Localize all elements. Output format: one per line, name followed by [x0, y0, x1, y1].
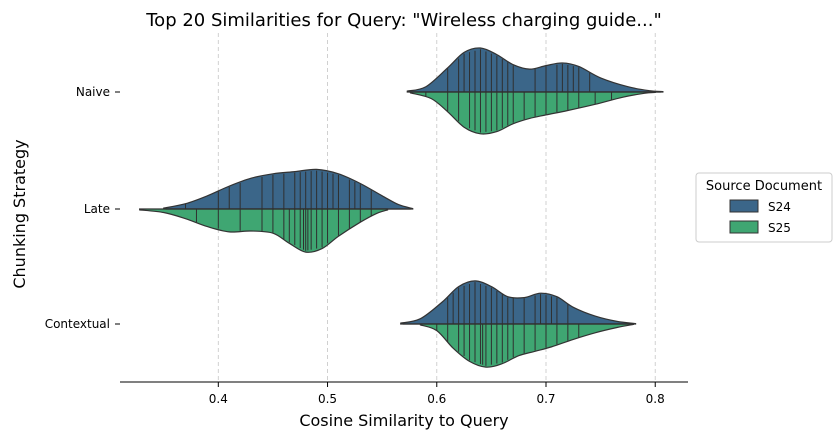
x-tick-label: 0.7 — [536, 392, 555, 406]
legend-label-s24: S24 — [768, 200, 791, 214]
violin-contextual-s25 — [419, 323, 634, 368]
axes: 0.4 0.5 0.6 0.7 0.8 Naive Late Contextual — [45, 85, 688, 406]
legend-swatch-s24 — [729, 199, 759, 213]
chart-title: Top 20 Similarities for Query: "Wireless… — [145, 10, 662, 31]
violin-late-s24 — [163, 168, 414, 210]
legend-swatch-s25 — [729, 220, 759, 234]
x-axis-label: Cosine Similarity to Query — [299, 411, 508, 430]
violin-late-s25 — [139, 208, 389, 253]
y-tick-label: Contextual — [45, 317, 110, 331]
x-tick-label: 0.6 — [427, 392, 446, 406]
legend-title: Source Document — [706, 179, 822, 194]
violin-contextual-s24 — [400, 280, 637, 325]
x-tick-label: 0.8 — [646, 392, 665, 406]
violins — [139, 47, 664, 368]
y-axis-label: Chunking Strategy — [10, 139, 29, 288]
y-tick-label: Late — [84, 202, 110, 216]
x-tick-label: 0.4 — [209, 392, 228, 406]
legend: Source Document S24 S25 — [695, 172, 833, 243]
x-tick-label: 0.5 — [318, 392, 337, 406]
legend-label-s25: S25 — [768, 221, 791, 235]
inner-sticks — [185, 49, 613, 366]
y-tick-label: Naive — [76, 85, 110, 99]
violin-naive-s25 — [409, 91, 656, 135]
